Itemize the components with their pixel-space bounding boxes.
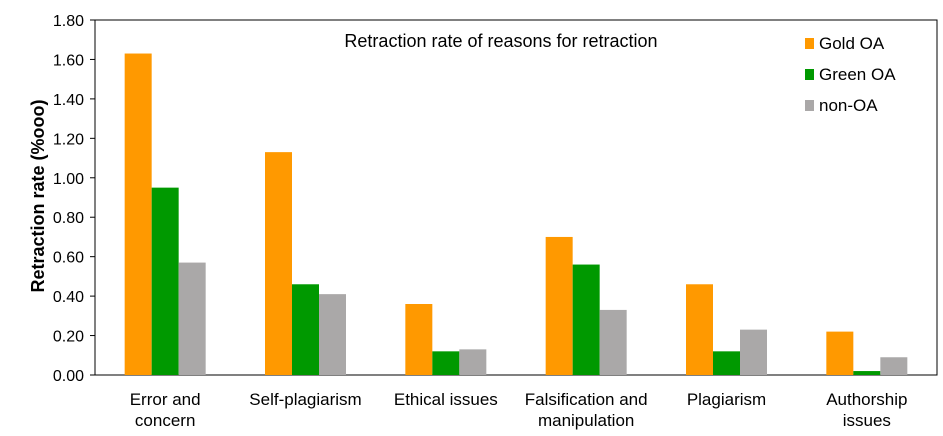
legend-swatch xyxy=(805,69,814,80)
y-tick-label: 1.60 xyxy=(53,52,84,69)
axes: 0.00 0.20 0.40 0.60 0.80 1.00 1.20 1.40 1.60 1.80 xyxy=(53,13,938,385)
bar-non-oa xyxy=(319,294,346,375)
x-category-label: Self-plagiarism xyxy=(249,390,361,409)
y-axis-label: Retraction rate (%ooo) xyxy=(28,99,48,292)
bar-gold-oa xyxy=(124,53,152,376)
legend-label: non-OA xyxy=(819,96,878,115)
bar-green-oa xyxy=(713,351,740,375)
y-tick-label: 0.40 xyxy=(53,289,84,306)
bar-gold-oa xyxy=(265,152,292,375)
bar-green-oa xyxy=(853,371,881,375)
x-category-label: Plagiarism xyxy=(687,390,766,409)
x-category-label: Falsification and xyxy=(525,390,648,409)
plot-frame xyxy=(94,19,938,376)
y-tick-label: 0.60 xyxy=(53,250,84,267)
bar-non-oa xyxy=(178,262,206,375)
bar-non-oa xyxy=(599,309,627,375)
legend-swatch xyxy=(805,38,814,49)
bar-gold-oa xyxy=(405,304,433,375)
x-category-label: concern xyxy=(135,411,195,430)
x-category-label: Error and xyxy=(130,390,201,409)
legend-label: Gold OA xyxy=(819,34,885,53)
x-category-label: issues xyxy=(843,411,891,430)
bar-non-oa xyxy=(740,329,767,375)
bar-green-oa xyxy=(572,264,600,375)
legend-swatch xyxy=(805,100,814,111)
bar-non-oa xyxy=(459,349,487,375)
y-tick-label: 0.00 xyxy=(53,368,84,385)
bar-green-oa xyxy=(292,284,319,375)
y-tick-label: 1.80 xyxy=(53,13,84,30)
x-category-label: Ethical issues xyxy=(394,390,498,409)
x-category-label: Authorship xyxy=(826,390,907,409)
bar-gold-oa xyxy=(826,331,854,375)
legend-label: Green OA xyxy=(819,65,896,84)
y-tick-label: 1.20 xyxy=(53,131,84,148)
y-tick-label: 1.00 xyxy=(53,171,84,188)
bar-gold-oa xyxy=(545,236,573,375)
bar-green-oa xyxy=(151,187,179,375)
x-category-label: manipulation xyxy=(538,411,634,430)
bar-gold-oa xyxy=(686,284,713,375)
y-tick-label: 0.80 xyxy=(53,210,84,227)
y-tick-label: 1.40 xyxy=(53,92,84,109)
legend: Gold OA Green OA non-OA xyxy=(805,34,896,115)
bars xyxy=(124,53,908,376)
chart-title: Retraction rate of reasons for retractio… xyxy=(344,31,657,51)
bar-green-oa xyxy=(432,351,460,375)
y-tick-label: 0.20 xyxy=(53,329,84,346)
bar-non-oa xyxy=(880,357,908,375)
category-labels: Error and concern Self-plagiarism Ethical i… xyxy=(130,390,908,430)
